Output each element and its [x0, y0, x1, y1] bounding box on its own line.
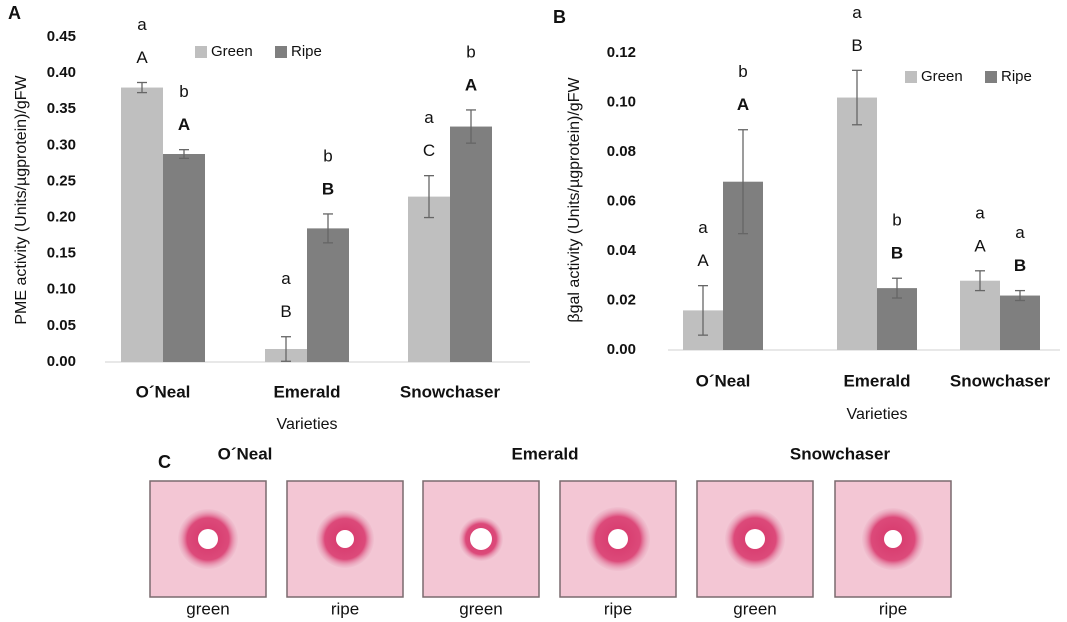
caption: ripe [604, 599, 632, 618]
y-tick-label: 0.20 [47, 209, 76, 226]
significance-letter: a [852, 3, 862, 22]
well [198, 529, 218, 549]
variety-title: Snowchaser [790, 444, 891, 463]
y-tick-label: 0.30 [47, 136, 76, 153]
legend-swatch [905, 71, 917, 83]
variety-title: Emerald [511, 444, 578, 463]
y-tick-label: 0.45 [47, 28, 76, 45]
panel-label: C [158, 452, 171, 472]
significance-letter: a [1015, 223, 1025, 242]
significance-letter: B [1014, 256, 1026, 275]
y-tick-label: 0.05 [47, 317, 76, 334]
significance-letter: B [851, 36, 862, 55]
well [608, 529, 628, 549]
x-tick-label: O´Neal [696, 371, 751, 390]
significance-letter: a [424, 108, 434, 127]
caption: green [733, 599, 776, 618]
y-tick-label: 0.04 [607, 242, 637, 259]
y-axis-label: PME activity (Units/µgprotein)/gFW [13, 74, 30, 324]
legend-label: Green [211, 43, 253, 60]
bar [163, 154, 205, 362]
significance-letter: B [280, 302, 291, 321]
y-tick-label: 0.25 [47, 172, 76, 189]
significance-letter: A [974, 236, 986, 255]
well [470, 528, 492, 550]
x-axis-label: Varieties [846, 406, 907, 423]
x-tick-label: Snowchaser [400, 382, 501, 401]
x-tick-label: Snowchaser [950, 371, 1051, 390]
y-tick-label: 0.12 [607, 44, 636, 61]
caption: ripe [879, 599, 907, 618]
y-tick-label: 0.00 [607, 341, 636, 358]
x-tick-label: Emerald [273, 382, 340, 401]
y-tick-label: 0.40 [47, 64, 76, 81]
legend-label: Green [921, 68, 963, 85]
y-tick-label: 0.06 [607, 192, 636, 209]
significance-letter: b [323, 146, 332, 165]
significance-letter: a [975, 203, 985, 222]
legend-swatch [275, 46, 287, 58]
x-tick-label: Emerald [843, 371, 910, 390]
caption: green [459, 599, 502, 618]
significance-letter: b [466, 42, 475, 61]
well [336, 530, 354, 548]
bar [1000, 296, 1040, 350]
bar [307, 228, 349, 362]
panel-label: B [553, 7, 566, 27]
significance-letter: A [737, 95, 749, 114]
x-axis-label: Varieties [276, 416, 337, 433]
y-tick-label: 0.10 [47, 281, 76, 298]
significance-letter: A [178, 115, 190, 134]
bar [837, 98, 877, 350]
legend-label: Ripe [291, 43, 322, 60]
significance-letter: b [738, 62, 747, 81]
caption: ripe [331, 599, 359, 618]
well [884, 530, 902, 548]
significance-letter: a [281, 269, 291, 288]
figure: A PME activity (Units/µgprotein)/gFW Varie… [0, 0, 1067, 622]
y-tick-label: 0.10 [607, 93, 636, 110]
legend-swatch [195, 46, 207, 58]
significance-letter: B [891, 244, 903, 263]
significance-letter: a [137, 15, 147, 34]
x-tick-label: O´Neal [136, 382, 191, 401]
significance-letter: a [698, 218, 708, 237]
y-axis-label: βgal activity (Units/µgprotein)/gFW [566, 77, 583, 323]
legend-label: Ripe [1001, 68, 1032, 85]
y-tick-label: 0.35 [47, 100, 76, 117]
y-tick-label: 0.15 [47, 245, 76, 262]
bar [121, 88, 163, 362]
legend-swatch [985, 71, 997, 83]
bar [450, 127, 492, 362]
significance-letter: B [322, 179, 334, 198]
y-tick-label: 0.02 [607, 291, 636, 308]
y-tick-label: 0.08 [607, 143, 636, 160]
well [745, 529, 765, 549]
significance-letter: A [697, 251, 709, 270]
significance-letter: A [465, 75, 477, 94]
y-tick-label: 0.00 [47, 353, 76, 370]
variety-title: O´Neal [218, 444, 273, 463]
caption: green [186, 599, 229, 618]
panel-label: A [8, 3, 21, 23]
significance-letter: A [136, 48, 148, 67]
significance-letter: b [179, 82, 188, 101]
bar [408, 197, 450, 362]
significance-letter: C [423, 141, 435, 160]
significance-letter: b [892, 211, 901, 230]
